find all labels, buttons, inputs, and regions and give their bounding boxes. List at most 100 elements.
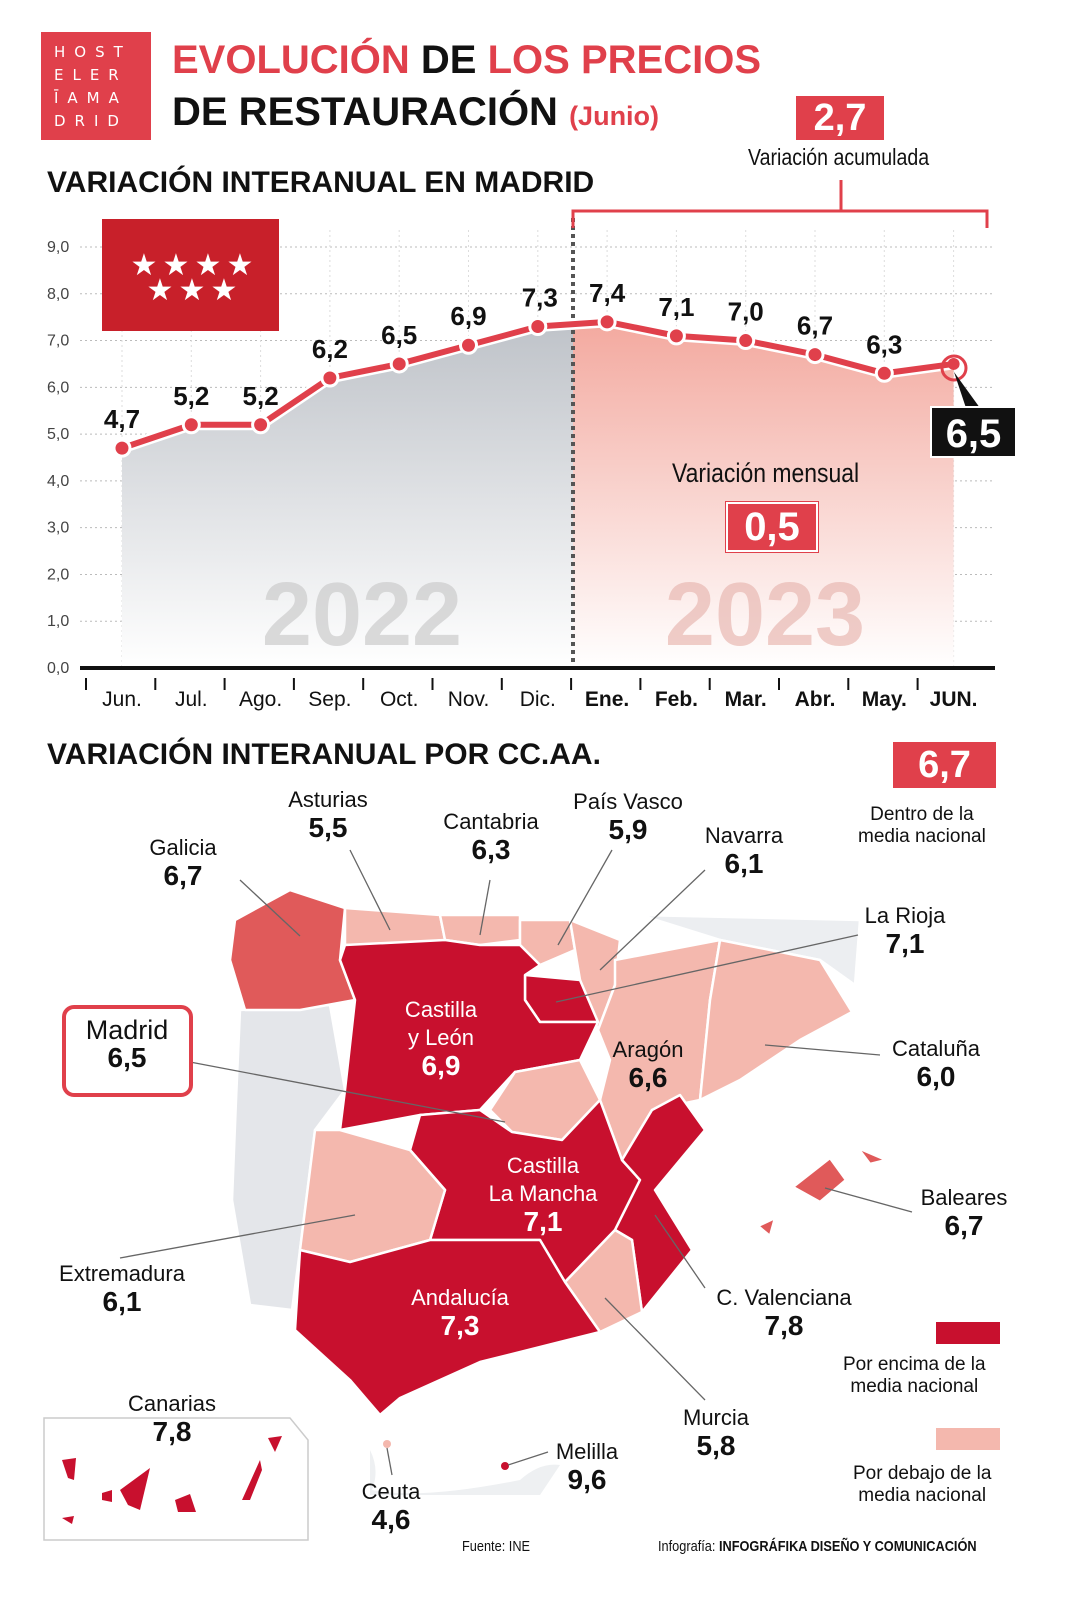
legend-text: media nacional xyxy=(858,1485,987,1506)
region-canarias[interactable] xyxy=(62,1436,282,1524)
monthly-value: 0,5 xyxy=(725,501,819,553)
y-tick-label: 5,0 xyxy=(47,426,69,443)
data-label: 6,3 xyxy=(866,329,902,359)
region-label: Murcia 5,8 xyxy=(683,1404,749,1460)
region-value: 6,7 xyxy=(944,1210,984,1241)
legend-text: Por debajo de la xyxy=(853,1463,992,1484)
x-tick-label: JUN. xyxy=(930,688,978,711)
madrid-callout xyxy=(62,1005,193,1097)
region-name: Castilla xyxy=(506,1153,580,1178)
data-label: 4,7 xyxy=(104,404,140,434)
x-tick-label: Nov. xyxy=(448,688,490,711)
callout-pointer xyxy=(954,372,980,408)
region-label: Canarias 7,8 xyxy=(128,1390,216,1446)
data-label: 7,4 xyxy=(589,278,626,308)
region-asturias[interactable] xyxy=(343,906,447,947)
region-ceuta[interactable] xyxy=(383,1440,391,1448)
line-chart: 0,0 1,0 2,0 3,0 4,0 5,0 6,0 7,0 8,0 9,0 Jun. Jul. Ag… xyxy=(47,180,995,711)
x-tick-label: Sep. xyxy=(308,688,351,711)
region-cantabria[interactable] xyxy=(438,913,522,947)
region-castilla-y-leon[interactable] xyxy=(338,938,600,1132)
data-label: 6,2 xyxy=(312,334,348,364)
y-tick-label: 4,0 xyxy=(47,473,69,490)
accumulated-bracket xyxy=(571,180,989,228)
svg-text:★: ★ xyxy=(131,249,158,282)
region-name: Melilla xyxy=(555,1439,619,1464)
data-label: 7,1 xyxy=(658,292,694,322)
region-label: Baleares 6,7 xyxy=(921,1184,1008,1240)
svg-text:★: ★ xyxy=(179,274,206,307)
region-name: Extremadura xyxy=(59,1261,185,1286)
x-tick-label: Jun. xyxy=(102,688,142,711)
year-label-2022: 2022 xyxy=(262,565,462,665)
data-point xyxy=(597,312,617,332)
region-name: Castilla xyxy=(404,997,478,1022)
region-value: 9,6 xyxy=(567,1464,607,1495)
region-label: Melilla 9,6 xyxy=(556,1438,618,1494)
legend-text: media nacional xyxy=(850,1376,979,1397)
region-galicia[interactable] xyxy=(228,888,357,1012)
y-tick-label: 8,0 xyxy=(47,286,69,303)
legend-below: Por debajo de la media nacional xyxy=(853,1463,991,1507)
title-part: EVOLUCIÓN xyxy=(172,38,410,82)
region-value: 7,8 xyxy=(152,1416,192,1447)
y-tick-label: 6,0 xyxy=(47,379,69,396)
region-label: Castilla y León 6,9 xyxy=(405,996,477,1080)
x-tick-label: Feb. xyxy=(655,688,698,711)
data-label: 7,3 xyxy=(522,283,558,313)
year-label-2023: 2023 xyxy=(665,565,865,665)
data-point xyxy=(251,415,271,435)
region-label: Andalucía 7,3 xyxy=(411,1284,509,1340)
region-value: 6,7 xyxy=(163,860,203,891)
region-value: 6,9 xyxy=(421,1050,461,1081)
data-point xyxy=(736,331,756,351)
region-value: 6,1 xyxy=(102,1286,142,1317)
data-point xyxy=(320,368,340,388)
region-value: 5,8 xyxy=(696,1430,736,1461)
y-tick-label: 1,0 xyxy=(47,613,69,630)
region-name: Asturias xyxy=(288,787,368,812)
region-name: Cataluña xyxy=(891,1036,981,1061)
chart-title: VARIACIÓN INTERANUAL EN MADRID xyxy=(47,166,595,199)
data-point xyxy=(528,317,548,337)
region-value: 5,9 xyxy=(608,814,648,845)
region-pais-vasco[interactable] xyxy=(518,918,577,967)
region-baleares[interactable] xyxy=(756,1146,888,1238)
x-tick-label: Dic. xyxy=(520,688,556,711)
x-tick-label: May. xyxy=(862,688,907,711)
source: Fuente: INE xyxy=(462,1538,531,1555)
madrid-flag xyxy=(102,219,279,331)
region-value: 7,1 xyxy=(523,1206,563,1237)
region-label: C. Valenciana 7,8 xyxy=(716,1284,851,1340)
accumulated-label: Variación acumulada xyxy=(748,144,930,170)
data-point xyxy=(874,363,894,383)
data-label: 5,2 xyxy=(243,381,279,411)
area-2022 xyxy=(122,324,573,668)
data-label: 6,7 xyxy=(797,311,833,341)
region-andalucia[interactable] xyxy=(293,1238,602,1417)
flag-stars-icon: ★ ★ ★ ★ ★ ★ ★ xyxy=(131,249,254,307)
legend-swatch-below xyxy=(936,1428,1000,1450)
region-label: Castilla La Mancha 7,1 xyxy=(489,1152,598,1236)
x-tick-label: Ago. xyxy=(239,688,282,711)
data-label: 5,2 xyxy=(173,381,209,411)
title-line-2: DE RESTAURACIÓN (Junio) xyxy=(172,90,659,135)
region-label: Madrid 6,5 xyxy=(86,1016,169,1072)
leader-lines xyxy=(119,849,913,1476)
region-name: Andalucía xyxy=(411,1285,509,1310)
region-label: Aragón 6,6 xyxy=(613,1036,684,1092)
x-tick-label: Abr. xyxy=(795,688,836,711)
region-name: Cantabria xyxy=(443,809,539,834)
canarias-inset xyxy=(43,1417,309,1541)
region-value: 7,1 xyxy=(885,928,925,959)
title-month: (Junio) xyxy=(569,101,660,131)
legend-text: Por encima de la xyxy=(843,1354,986,1375)
region-name: La Mancha xyxy=(488,1181,598,1206)
national-label: Dentro de la media nacional xyxy=(858,804,986,848)
data-point xyxy=(181,415,201,435)
region-melilla[interactable] xyxy=(501,1462,509,1470)
region-cataluna[interactable] xyxy=(698,938,854,1102)
title-part: LOS PRECIOS xyxy=(487,38,762,82)
logo-line: ĪAMA xyxy=(54,89,128,107)
area-2023 xyxy=(573,321,954,668)
